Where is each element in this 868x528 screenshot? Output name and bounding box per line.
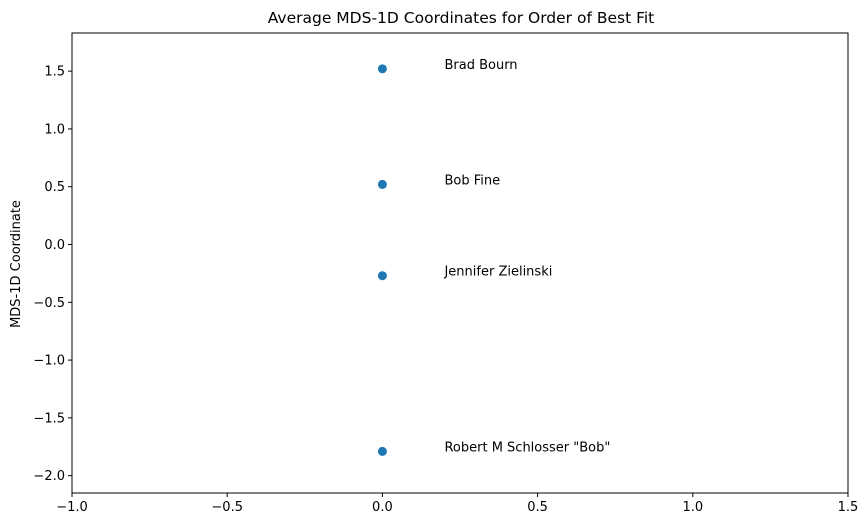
plot-frame — [71, 32, 849, 494]
point-annotation: Robert M Schlosser "Bob" — [444, 440, 610, 455]
x-tick-label: −1.0 — [56, 500, 88, 515]
point-annotation: Brad Bourn — [444, 58, 517, 73]
y-tick-label: 1.5 — [44, 65, 65, 80]
y-tick-label: −1.5 — [33, 411, 65, 426]
data-point — [377, 179, 387, 189]
x-tick-label: 0.5 — [527, 500, 548, 515]
y-tick-label: 1.0 — [44, 122, 65, 137]
y-tick-label: −1.0 — [33, 354, 65, 369]
y-tick-label: 0.0 — [44, 238, 65, 253]
point-annotation: Bob Fine — [444, 173, 500, 188]
data-point — [377, 64, 387, 74]
x-tick-label: 0.0 — [372, 500, 393, 515]
x-tick-label: 1.5 — [838, 500, 859, 515]
y-tick-label: −2.0 — [33, 469, 65, 484]
y-tick-label: −0.5 — [33, 296, 65, 311]
data-point — [377, 271, 387, 281]
chart-title: Average MDS-1D Coordinates for Order of … — [268, 9, 655, 27]
x-tick-label: −0.5 — [211, 500, 243, 515]
plot-area: −1.0 −0.5 0.0 0.5 1.0 1.5 1.5 1.0 0.5 0.0 −0.5 −1.0… — [33, 32, 859, 515]
y-axis-label: MDS-1D Coordinate — [9, 200, 24, 328]
data-point — [377, 446, 387, 456]
point-annotation: Jennifer Zielinski — [443, 265, 552, 280]
x-tick-label: 1.0 — [682, 500, 703, 515]
y-tick-label: 0.5 — [44, 180, 65, 195]
